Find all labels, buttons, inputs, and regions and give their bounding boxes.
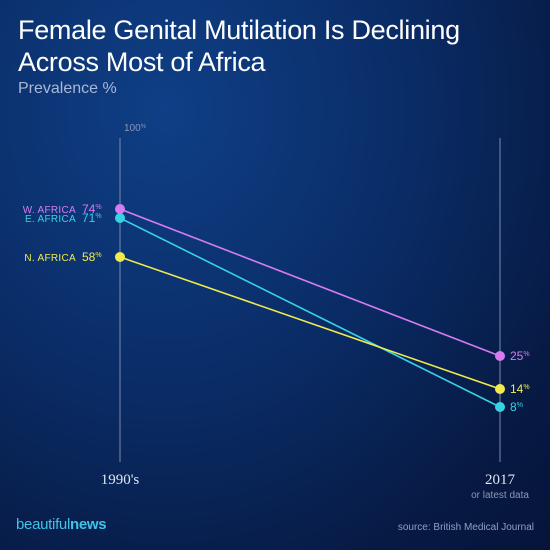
axes: 100% 1990's 2017 or latest data [101, 123, 530, 501]
data-label-e-africa-end-unit: % [517, 402, 523, 409]
data-label-w-africa-end-unit: % [523, 351, 529, 358]
data-label-n-africa-end: 14% [510, 382, 530, 396]
data-point-n-africa-0 [115, 252, 125, 262]
xtick-label-right: 2017 [485, 472, 516, 488]
series-line-n-africa [119, 256, 501, 390]
data-label-w-africa-end-value: 25 [510, 349, 524, 363]
data-label-n-africa-end-unit: % [523, 384, 529, 391]
series-name-w-africa: W. AFRICA [23, 205, 76, 216]
series-labels: W. AFRICA 74%25%E. AFRICA 71%8%N. AFRICA 58… [23, 202, 530, 414]
data-point-w-africa-0 [115, 204, 125, 214]
data-label-w-africa-end: 25% [510, 349, 530, 363]
series-name-n-africa: N. AFRICA [24, 253, 76, 264]
data-label-w-africa-start: 74% [82, 202, 102, 216]
data-label-n-africa-start: 58% [82, 250, 102, 264]
series-line-w-africa [119, 208, 501, 357]
ytick-unit: % [141, 124, 147, 130]
xtick-sublabel-right: or latest data [471, 490, 529, 501]
data-point-e-africa-0 [115, 213, 125, 223]
xtick-label-left: 1990's [101, 472, 140, 488]
series-lines [119, 208, 501, 408]
source-note: source: British Medical Journal [397, 522, 534, 533]
data-label-w-africa-start-value: 74 [82, 202, 96, 216]
data-label-w-africa-start-unit: % [95, 204, 101, 211]
ytick-label-100: 100% [124, 123, 147, 134]
series-name-e-africa: E. AFRICA [25, 214, 76, 225]
data-label-n-africa-start-unit: % [95, 252, 101, 259]
data-label-e-africa-end-value: 8 [510, 400, 517, 414]
brand-logo: beautifulnews [16, 516, 107, 533]
data-point-w-africa-1 [495, 351, 505, 361]
series-line-e-africa [119, 217, 501, 408]
data-point-e-africa-1 [495, 402, 505, 412]
data-point-n-africa-1 [495, 384, 505, 394]
chart-subtitle: Prevalence % [18, 80, 117, 97]
series-points [115, 204, 505, 412]
chart-title: Female Genital Mutilation Is Declining A… [18, 15, 460, 77]
data-label-e-africa-start-value: 71 [82, 211, 96, 225]
ytick-value: 100 [124, 123, 141, 134]
data-label-e-africa-start-unit: % [95, 213, 101, 220]
data-label-n-africa-end-value: 14 [510, 382, 524, 396]
data-label-e-africa-start: 71% [82, 211, 102, 225]
data-label-n-africa-start-value: 58 [82, 250, 96, 264]
data-label-e-africa-end: 8% [510, 400, 523, 414]
